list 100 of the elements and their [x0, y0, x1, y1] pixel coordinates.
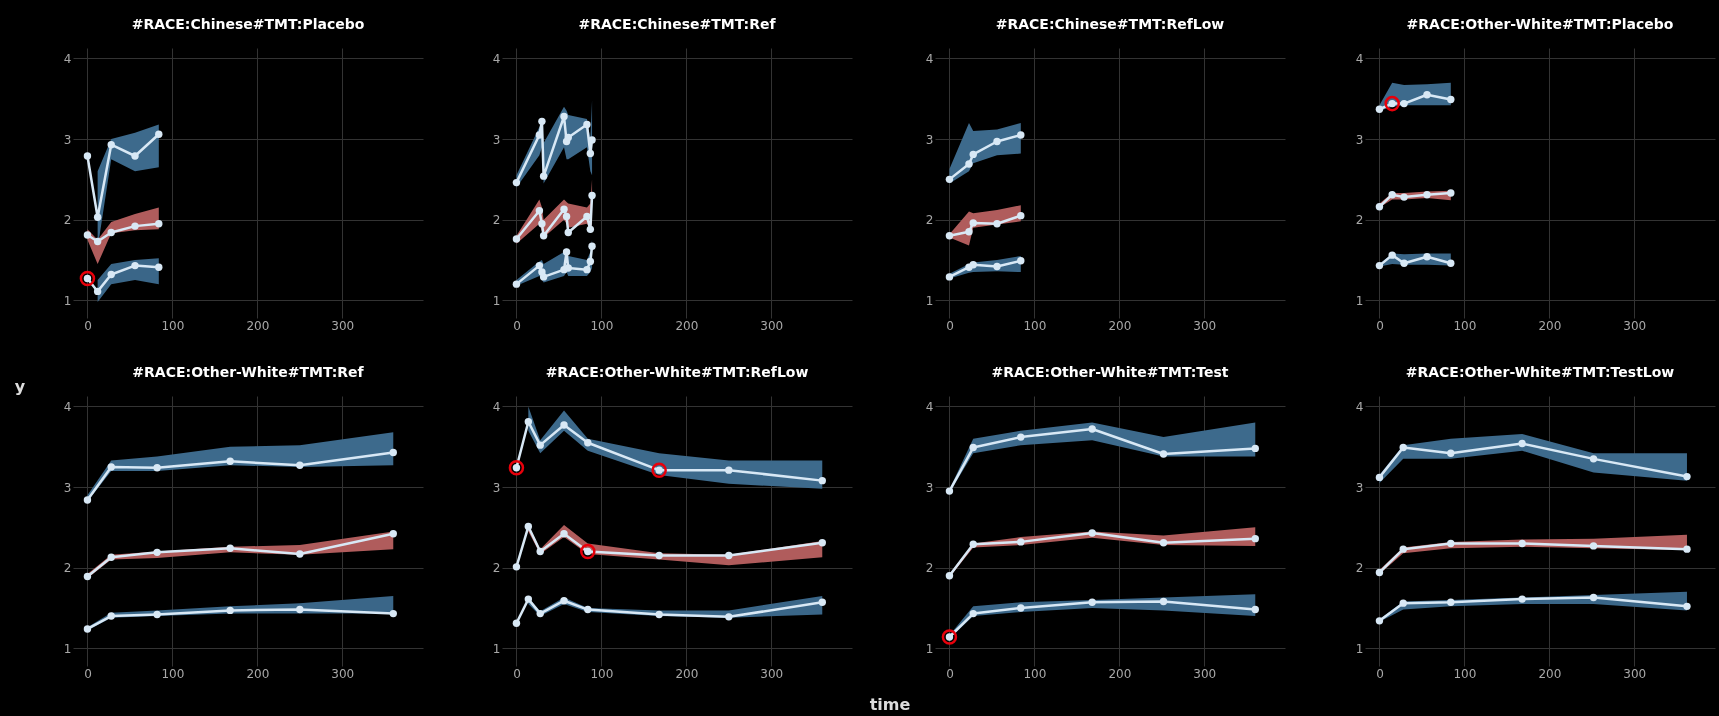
- point: [83, 625, 92, 633]
- point: [583, 265, 591, 274]
- point: [107, 553, 115, 561]
- y-tick-label: 2: [492, 561, 501, 576]
- point: [1399, 599, 1407, 607]
- point: [1423, 91, 1431, 99]
- y-tick-label: 2: [925, 561, 934, 576]
- point: [586, 257, 595, 266]
- point: [562, 212, 571, 221]
- y-tick-label: 3: [63, 132, 72, 147]
- y-tick-label: 1: [1355, 641, 1364, 656]
- point: [512, 235, 521, 243]
- chart-title: #RACE:Other-White#TMT:RefLow: [545, 364, 809, 380]
- point: [1251, 534, 1259, 543]
- point: [588, 242, 596, 250]
- point: [296, 550, 304, 558]
- point: [1375, 568, 1384, 577]
- point: [560, 205, 568, 213]
- point: [1399, 545, 1407, 553]
- point: [1251, 444, 1259, 453]
- y-tick-label: 3: [1355, 480, 1364, 495]
- point: [539, 172, 548, 180]
- point: [1375, 203, 1384, 211]
- point: [226, 544, 234, 553]
- x-tick-label: 300: [760, 666, 784, 681]
- x-tick-label: 0: [1376, 318, 1384, 333]
- point: [131, 261, 139, 270]
- chart-title: #RACE:Other-White#TMT:Placebo: [1406, 16, 1674, 32]
- point: [1384, 95, 1400, 112]
- point: [83, 152, 92, 160]
- point: [153, 548, 161, 557]
- point: [1017, 131, 1025, 139]
- point: [564, 228, 572, 237]
- point: [584, 605, 592, 614]
- x-tick-label: 200: [1538, 666, 1562, 681]
- point: [155, 130, 163, 138]
- point: [1447, 95, 1455, 104]
- point: [512, 280, 521, 288]
- y-tick-label: 4: [492, 399, 501, 414]
- point: [539, 232, 548, 240]
- x-tick-label: 300: [1623, 318, 1647, 333]
- x-tick-label: 0: [84, 666, 92, 681]
- x-tick-label: 100: [161, 666, 185, 681]
- point: [945, 572, 954, 580]
- y-tick-label: 3: [1355, 132, 1364, 147]
- point: [655, 610, 663, 619]
- x-tick-label: 300: [760, 318, 784, 333]
- x-tick-label: 200: [246, 666, 270, 681]
- point: [538, 117, 546, 126]
- x-tick-label: 0: [946, 666, 954, 681]
- y-tick-label: 1: [63, 641, 72, 656]
- chart-title: #RACE:Chinese#TMT:Placebo: [131, 16, 365, 32]
- x-tick-label: 100: [1453, 318, 1477, 333]
- point: [1683, 472, 1691, 481]
- point: [583, 120, 591, 129]
- point: [93, 213, 102, 221]
- x-tick-label: 100: [1023, 318, 1047, 333]
- x-tick-label: 300: [1623, 666, 1647, 681]
- point: [586, 225, 595, 234]
- point: [226, 457, 234, 465]
- point: [655, 551, 663, 560]
- point: [969, 540, 977, 548]
- y-tick-label: 1: [492, 641, 501, 656]
- point: [945, 487, 954, 495]
- y-tick-label: 2: [925, 213, 934, 228]
- point: [1388, 190, 1396, 199]
- point: [993, 262, 1001, 271]
- point: [296, 461, 304, 470]
- point: [1375, 105, 1384, 113]
- x-tick-label: 0: [513, 318, 521, 333]
- point: [83, 572, 92, 581]
- point: [586, 149, 595, 158]
- point: [1088, 425, 1096, 433]
- y-tick-label: 3: [925, 132, 934, 147]
- point: [1400, 99, 1408, 108]
- point: [83, 231, 92, 239]
- point: [562, 248, 571, 256]
- point: [1447, 259, 1455, 267]
- point: [1159, 450, 1168, 458]
- point: [1447, 598, 1455, 607]
- point: [1518, 439, 1526, 448]
- point: [1017, 433, 1025, 441]
- point: [524, 418, 533, 426]
- point: [560, 530, 568, 538]
- point: [155, 263, 163, 271]
- x-axis-title: time: [869, 694, 911, 714]
- point: [389, 530, 397, 538]
- point: [131, 152, 139, 160]
- point: [560, 421, 568, 429]
- point: [945, 175, 954, 184]
- point: [725, 613, 733, 621]
- point: [93, 287, 102, 296]
- x-tick-label: 0: [1376, 666, 1384, 681]
- point: [536, 547, 544, 556]
- point: [945, 232, 954, 240]
- y-tick-label: 2: [492, 213, 501, 228]
- point: [153, 464, 161, 472]
- point: [1447, 449, 1455, 457]
- point: [79, 270, 96, 287]
- point: [1017, 257, 1025, 265]
